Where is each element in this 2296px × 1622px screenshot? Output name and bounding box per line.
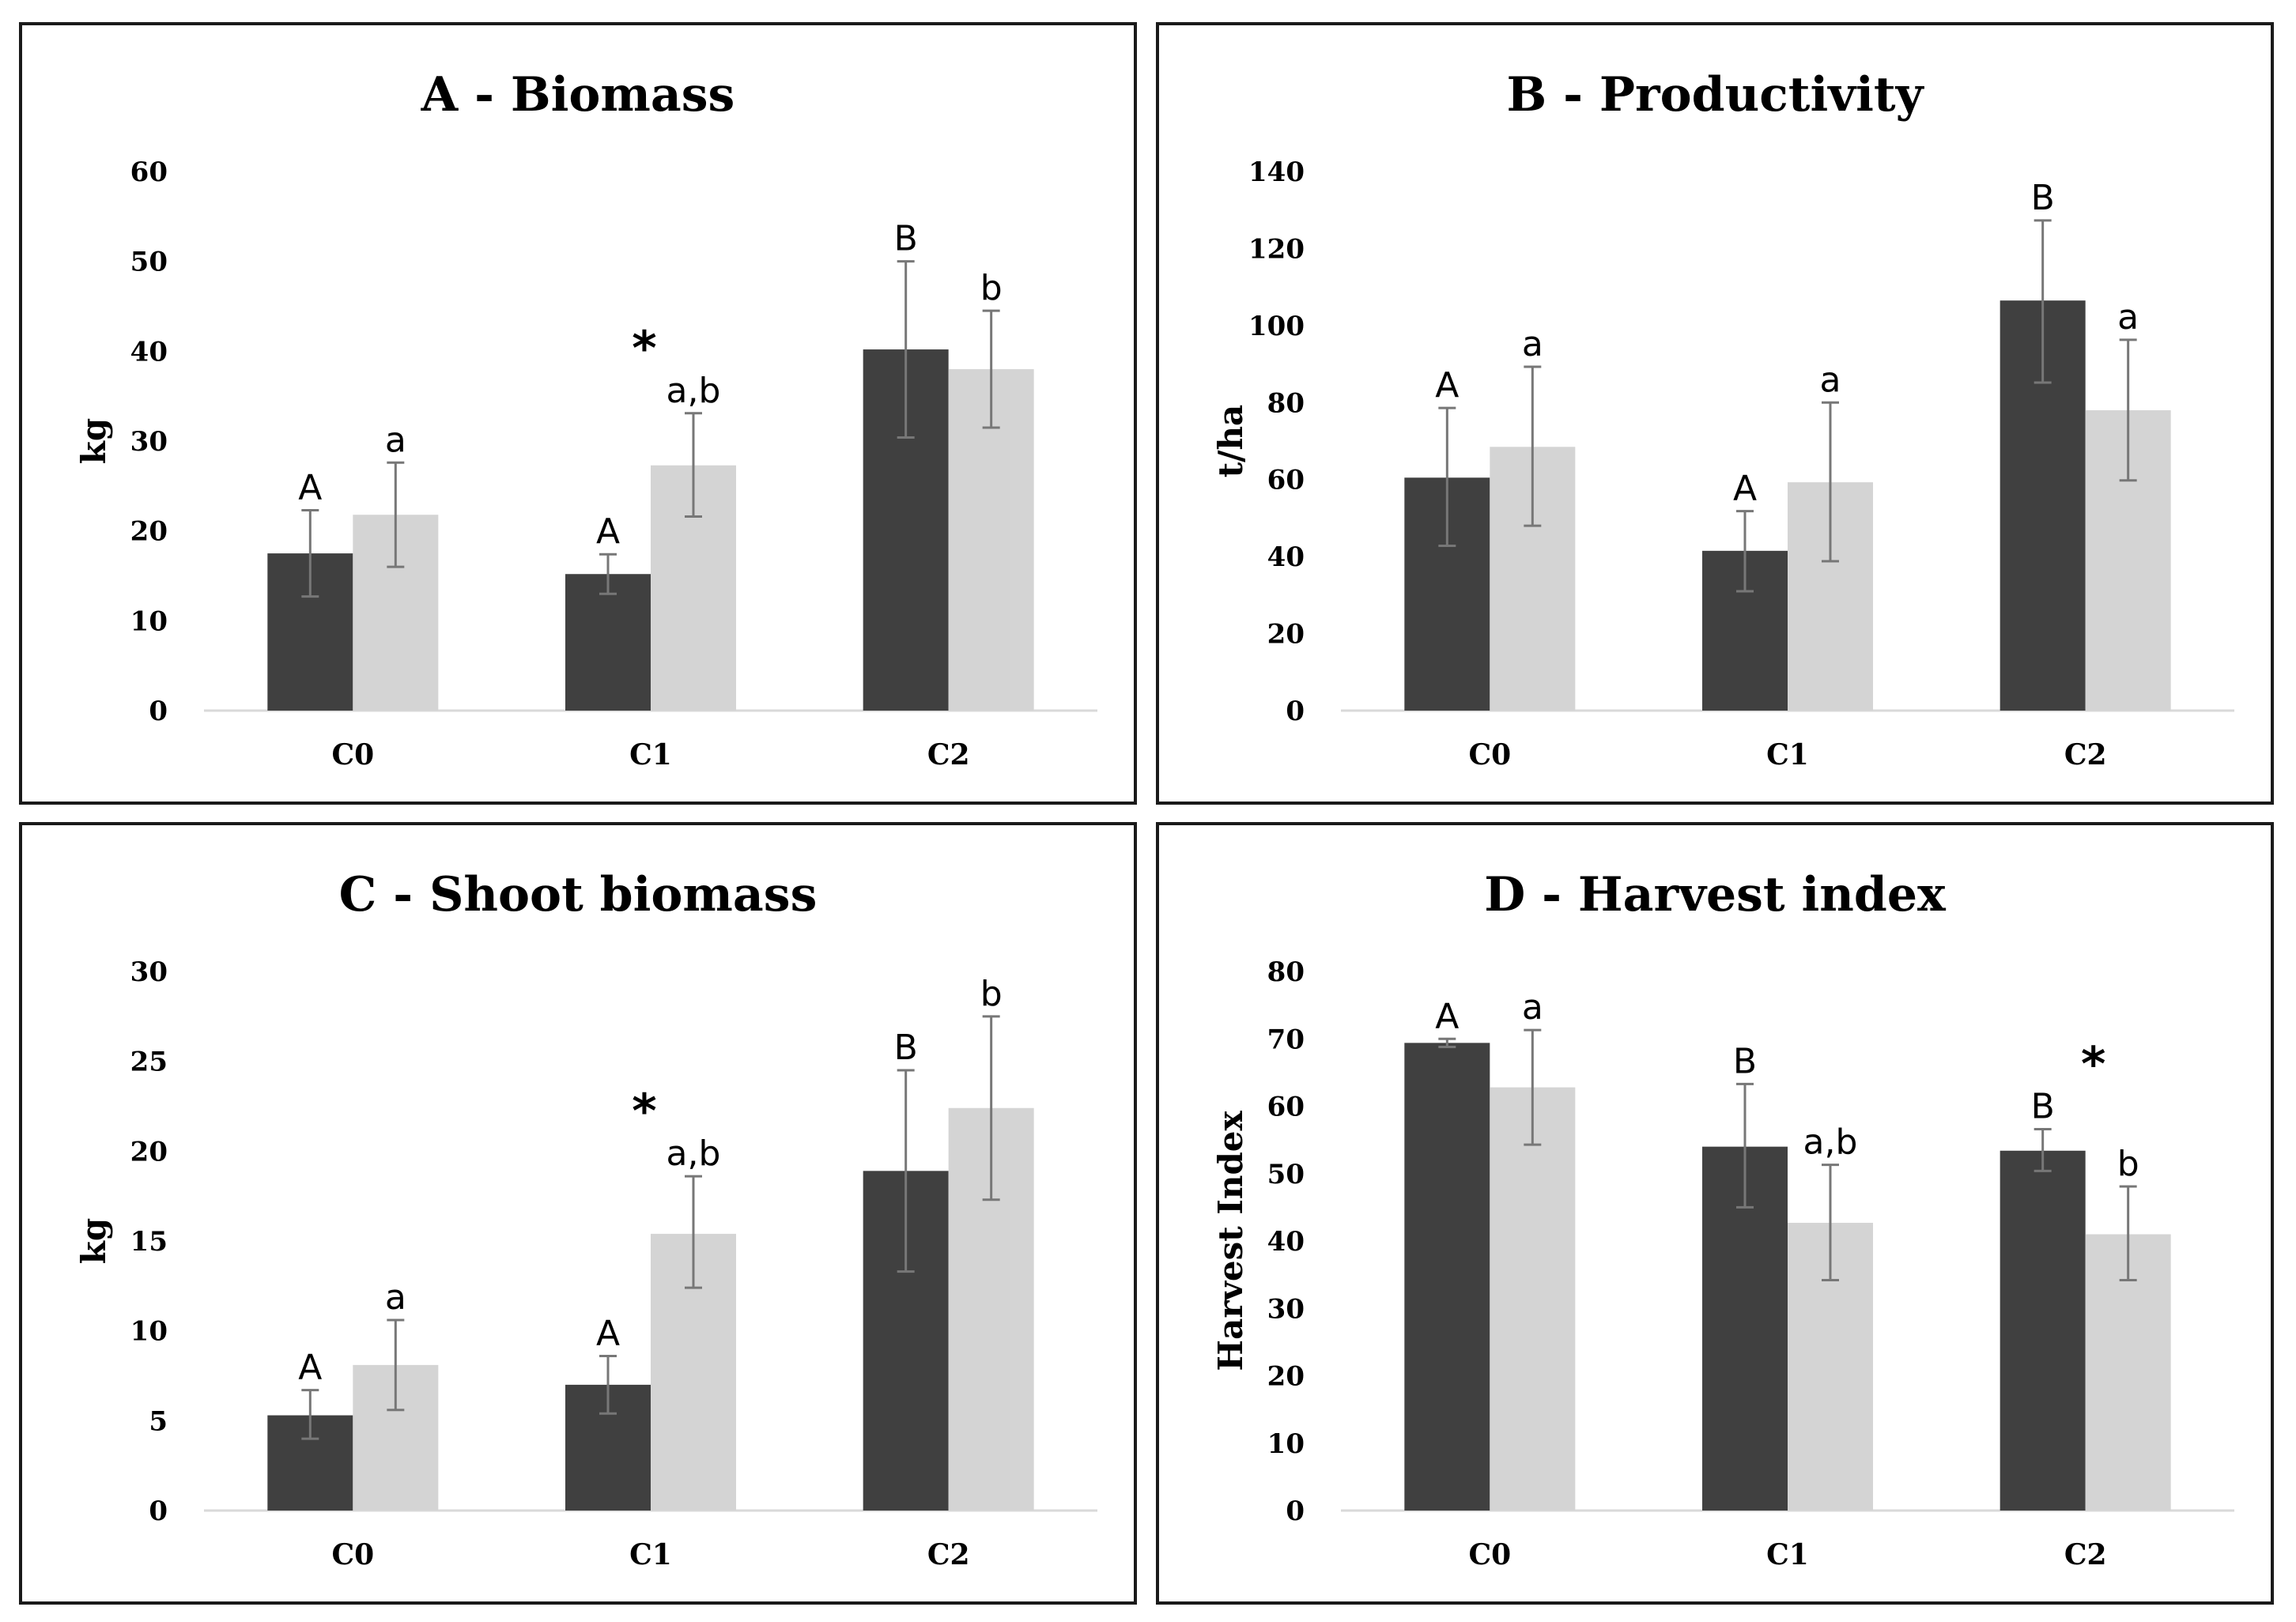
- significance-letter: a,b: [1803, 1122, 1858, 1163]
- chart-title: D - Harvest index: [1484, 867, 1947, 922]
- x-category-label: C1: [1766, 1538, 1809, 1571]
- y-tick-label: 60: [130, 157, 168, 188]
- x-category-label: C0: [331, 738, 374, 771]
- y-tick-label: 30: [130, 426, 168, 458]
- x-category-label: C2: [2064, 1538, 2107, 1571]
- significance-star: *: [2081, 1036, 2105, 1092]
- y-tick-label: 50: [130, 247, 168, 278]
- significance-letter: B: [894, 1028, 918, 1068]
- y-axis-label: kg: [74, 1218, 113, 1264]
- bar-dark-c1: [565, 574, 651, 711]
- y-tick-label: 40: [130, 336, 168, 368]
- y-tick-label: 10: [1267, 1428, 1305, 1460]
- significance-letter: B: [2031, 178, 2055, 218]
- significance-letter: A: [596, 1313, 620, 1353]
- bar-dark-c2: [2000, 1150, 2086, 1511]
- significance-letter: B: [894, 219, 918, 259]
- y-tick-label: 30: [130, 956, 168, 988]
- significance-star: *: [632, 321, 656, 376]
- x-category-label: C1: [629, 1538, 672, 1571]
- chart-harvest-index: D - Harvest index Harvest Index 0 10 20 30 40 5…: [1211, 867, 2234, 1571]
- y-tick-label: 5: [149, 1405, 168, 1437]
- x-category-label: C0: [1468, 1538, 1511, 1571]
- significance-star: *: [632, 1084, 656, 1139]
- y-tick-label: 120: [1248, 233, 1305, 265]
- y-tick-label: 100: [1248, 311, 1305, 342]
- y-tick-label: 50: [1267, 1159, 1305, 1190]
- y-tick-label: 10: [130, 1316, 168, 1348]
- significance-letter: a,b: [667, 371, 721, 411]
- y-tick-label: 20: [1267, 619, 1305, 651]
- y-tick-label: 20: [130, 1136, 168, 1167]
- y-tick-label: 0: [149, 1496, 168, 1527]
- y-tick-label: 80: [1267, 956, 1305, 988]
- y-tick-label: 40: [1267, 541, 1305, 573]
- chart-title: C - Shoot biomass: [339, 867, 818, 922]
- significance-letter: b: [980, 268, 1003, 308]
- significance-letter: A: [1435, 996, 1459, 1036]
- y-axis-label: Harvest Index: [1211, 1110, 1250, 1371]
- significance-letter: A: [1435, 365, 1459, 406]
- y-tick-label: 20: [130, 516, 168, 548]
- y-axis-label: t/ha: [1211, 405, 1250, 478]
- y-tick-label: 60: [1267, 1092, 1305, 1123]
- significance-letter: a: [385, 420, 406, 460]
- significance-letter: a: [385, 1277, 406, 1318]
- significance-letter: b: [980, 974, 1003, 1014]
- bar-light-c0: [1490, 1087, 1576, 1511]
- y-tick-label: 40: [1267, 1226, 1305, 1258]
- chart-title: B - Productivity: [1507, 67, 1925, 123]
- y-axis-label: kg: [74, 418, 113, 464]
- x-category-label: C0: [1468, 738, 1511, 771]
- chart-productivity: B - Productivity t/ha 0 20 40 60 80 100 120 140 Aa…: [1211, 67, 2234, 771]
- significance-letter: B: [2031, 1086, 2055, 1126]
- y-tick-label: 25: [130, 1047, 168, 1078]
- y-tick-label: 15: [130, 1226, 168, 1258]
- chart-shoot-biomass: C - Shoot biomass kg 0 5 10 15 20 25 30 Aa C0 Aa,b C…: [74, 867, 1097, 1571]
- bar-dark-c0: [1404, 1043, 1490, 1511]
- x-category-label: C2: [927, 738, 970, 771]
- significance-letter: b: [2117, 1144, 2139, 1184]
- y-tick-label: 30: [1267, 1293, 1305, 1325]
- significance-letter: a: [1820, 360, 1841, 400]
- significance-letter: A: [1733, 469, 1757, 509]
- x-category-label: C1: [629, 738, 672, 771]
- significance-letter: a,b: [667, 1134, 721, 1174]
- y-tick-label: 80: [1267, 387, 1305, 419]
- chart-biomass: A - Biomass kg 0 10 20 30 40 50 60 Aa C0 Aa,b C1 Bb C2…: [74, 67, 1097, 771]
- y-tick-label: 0: [149, 696, 168, 727]
- x-category-label: C2: [2064, 738, 2107, 771]
- significance-letter: B: [1733, 1041, 1757, 1081]
- significance-letter: A: [596, 511, 620, 552]
- significance-letter: A: [298, 468, 322, 508]
- panel-harvest-index: D - Harvest index Harvest Index 0 10 20 30 40 5…: [1156, 822, 2274, 1605]
- y-tick-label: 10: [130, 605, 168, 637]
- significance-letter: a: [1522, 987, 1543, 1028]
- x-category-label: C2: [927, 1538, 970, 1571]
- significance-letter: a: [1522, 324, 1543, 364]
- y-tick-label: 0: [1286, 696, 1305, 727]
- significance-letter: A: [298, 1348, 322, 1388]
- y-tick-label: 20: [1267, 1361, 1305, 1393]
- x-category-label: C1: [1766, 738, 1809, 771]
- significance-letter: a: [2117, 297, 2139, 338]
- y-tick-label: 140: [1248, 157, 1305, 188]
- y-tick-label: 60: [1267, 465, 1305, 496]
- y-tick-label: 70: [1267, 1024, 1305, 1055]
- y-tick-label: 0: [1286, 1496, 1305, 1527]
- x-category-label: C0: [331, 1538, 374, 1571]
- chart-title: A - Biomass: [421, 67, 735, 123]
